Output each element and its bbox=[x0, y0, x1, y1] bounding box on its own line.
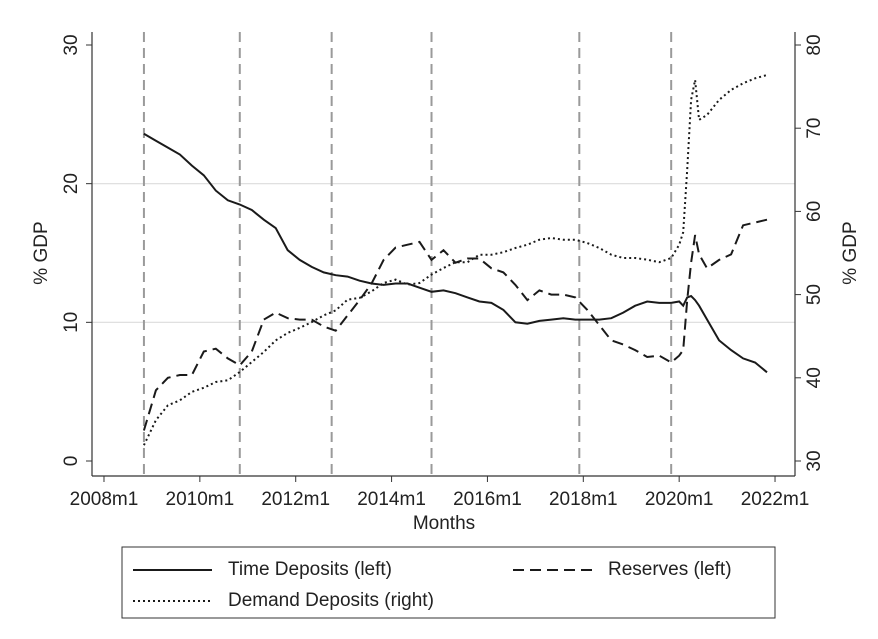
y2-tick-label: 50 bbox=[804, 284, 825, 305]
line-series bbox=[143, 132, 768, 374]
x-axis-title: Months bbox=[413, 513, 475, 534]
y2-tick-label: 80 bbox=[804, 34, 825, 55]
legend-label: Time Deposits (left) bbox=[228, 559, 392, 580]
x-tick-label: 2010m1 bbox=[166, 489, 235, 510]
y2-axis-title: % GDP bbox=[840, 221, 861, 284]
legend-label: Demand Deposits (right) bbox=[228, 590, 434, 611]
x-tick-label: 2014m1 bbox=[357, 489, 426, 510]
y2-tick-label: 40 bbox=[804, 367, 825, 388]
legend-box bbox=[121, 546, 776, 619]
y-axis-title: % GDP bbox=[31, 221, 52, 284]
y2-tick-label: 70 bbox=[804, 118, 825, 139]
x-tick-label: 2016m1 bbox=[453, 489, 522, 510]
x-tick-label: 2022m1 bbox=[741, 489, 810, 510]
x-tick-label: 2020m1 bbox=[645, 489, 714, 510]
y2-tick-label: 60 bbox=[804, 201, 825, 222]
y-tick-label: 10 bbox=[61, 312, 82, 333]
x-tick-label: 2012m1 bbox=[261, 489, 330, 510]
y2-tick-label: 30 bbox=[804, 450, 825, 471]
x-tick-label: 2018m1 bbox=[549, 489, 618, 510]
y-tick-label: 0 bbox=[61, 456, 82, 467]
line-series bbox=[142, 218, 768, 431]
y-tick-label: 30 bbox=[61, 34, 82, 55]
x-tick-label: 2008m1 bbox=[70, 489, 139, 510]
y-tick-label: 20 bbox=[61, 173, 82, 194]
legend-label: Reserves (left) bbox=[608, 559, 732, 580]
line-series bbox=[142, 74, 768, 446]
